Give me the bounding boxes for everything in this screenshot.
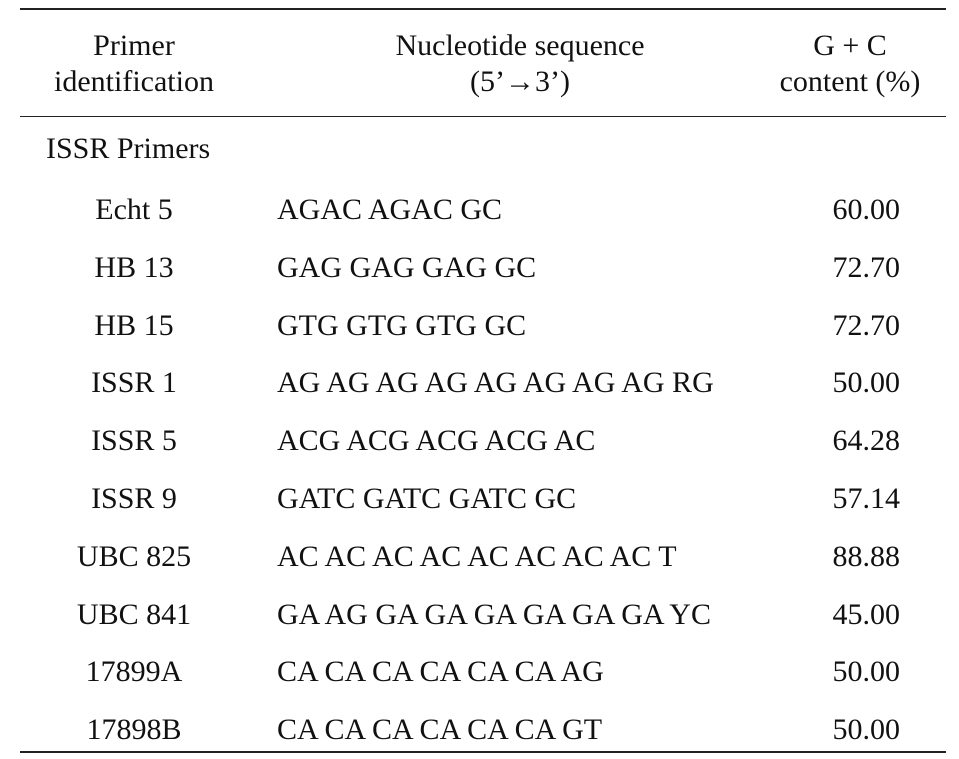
table-rows: Echt 5 AGAC AGAC GC 60.00 HB 13 GAG GAG … <box>20 181 946 759</box>
gc-content: 50.00 <box>832 655 901 689</box>
primer-id: UBC 825 <box>76 539 192 573</box>
table-row: UBC 841 GA AG GA GA GA GA GA GA YC 45.00 <box>20 586 946 644</box>
sequence: CA CA CA CA CA CA AG <box>277 655 604 689</box>
primer-id: Echt 5 <box>95 193 173 226</box>
primer-id: HB 15 <box>94 308 174 342</box>
primer-id: HB 13 <box>94 250 174 284</box>
header-nucleotide-sequence: Nucleotide sequence (5’→3’) <box>395 29 645 98</box>
table-row: 17898B CA CA CA CA CA CA GT 50.00 <box>20 701 946 759</box>
gc-content: 45.00 <box>832 597 901 631</box>
sequence: ACG ACG ACG ACG AC <box>277 424 596 458</box>
section-label: ISSR Primers <box>46 132 211 165</box>
primer-table: Primer identification Nucleotide sequenc… <box>20 8 946 753</box>
primer-id: ISSR 9 <box>91 481 177 515</box>
primer-id: UBC 841 <box>76 597 192 631</box>
header-rule <box>20 116 946 117</box>
sequence: AC AC AC AC AC AC AC AC T <box>277 539 677 573</box>
table-body: ISSR Primers Echt 5 AGAC AGAC GC 60.00 H… <box>20 117 946 751</box>
table-row: ISSR 5 ACG ACG ACG ACG AC 64.28 <box>20 412 946 470</box>
sequence: GA AG GA GA GA GA GA GA YC <box>277 597 711 631</box>
header-primer-identification: Primer identification <box>54 29 214 98</box>
sequence: CA CA CA CA CA CA GT <box>277 713 603 747</box>
table-row: ISSR 9 GATC GATC GATC GC 57.14 <box>20 470 946 528</box>
gc-content: 60.00 <box>832 193 901 226</box>
table-row: UBC 825 AC AC AC AC AC AC AC AC T 88.88 <box>20 528 946 586</box>
sequence: GTG GTG GTG GC <box>277 308 527 342</box>
gc-content: 57.14 <box>832 481 901 515</box>
gc-content: 72.70 <box>832 250 901 284</box>
sequence: GAG GAG GAG GC <box>277 250 537 284</box>
sequence: AGAC AGAC GC <box>277 193 503 226</box>
table-row: HB 15 GTG GTG GTG GC 72.70 <box>20 297 946 355</box>
table-header: Primer identification Nucleotide sequenc… <box>20 10 946 116</box>
primer-id: ISSR 5 <box>91 424 177 458</box>
gc-content: 50.00 <box>832 366 901 400</box>
table-row: Echt 5 AGAC AGAC GC 60.00 <box>20 181 946 239</box>
primer-id: ISSR 1 <box>91 366 177 400</box>
gc-content: 64.28 <box>832 424 901 458</box>
table-row: 17899A CA CA CA CA CA CA AG 50.00 <box>20 643 946 701</box>
table-row: HB 13 GAG GAG GAG GC 72.70 <box>20 239 946 297</box>
gc-content: 88.88 <box>832 539 901 573</box>
top-rule <box>20 8 946 10</box>
gc-content: 72.70 <box>832 308 901 342</box>
gc-content: 50.00 <box>832 713 901 747</box>
primer-id: 17899A <box>85 655 183 689</box>
primer-id: 17898B <box>86 713 182 747</box>
header-gc-content: G + C content (%) <box>779 29 921 98</box>
bottom-rule <box>20 751 946 753</box>
table-row: ISSR 1 AG AG AG AG AG AG AG AG RG 50.00 <box>20 354 946 412</box>
sequence: AG AG AG AG AG AG AG AG RG <box>277 366 714 400</box>
sequence: GATC GATC GATC GC <box>277 481 577 515</box>
